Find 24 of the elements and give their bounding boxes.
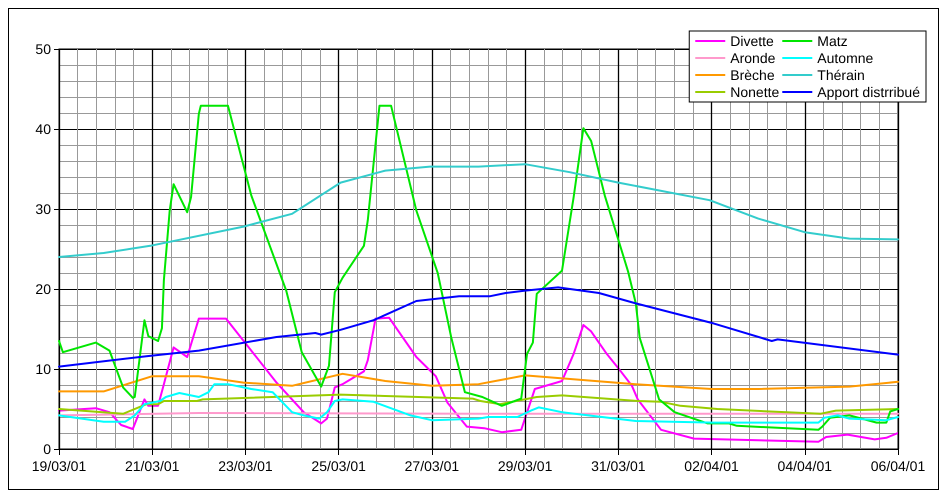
x-tick-label: 19/03/01 <box>32 458 86 474</box>
y-tick-label: 0 <box>43 441 52 457</box>
legend-label: Divette <box>730 33 774 49</box>
x-tick-label: 23/03/01 <box>218 458 273 474</box>
x-tick-label: 06/04/01 <box>870 458 926 474</box>
x-tick-label: 27/03/01 <box>404 458 460 474</box>
x-tick-label: 29/03/01 <box>498 458 553 474</box>
legend-label: Automne <box>817 50 874 66</box>
y-tick-label: 20 <box>35 281 52 297</box>
legend-label: Aronde <box>730 50 776 66</box>
y-tick-label: 40 <box>35 121 52 137</box>
legend-label: Nonette <box>730 84 780 100</box>
x-tick-label: 02/04/01 <box>684 458 740 474</box>
y-tick-label: 50 <box>35 41 52 57</box>
y-tick-label: 10 <box>35 361 52 377</box>
legend-label: Brèche <box>730 67 775 83</box>
x-tick-label: 21/03/01 <box>124 458 180 474</box>
x-tick-label: 04/04/01 <box>778 458 832 474</box>
legend-label: Apport distrribué <box>817 84 920 100</box>
legend-label: Matz <box>817 33 848 49</box>
legend-label: Thérain <box>817 67 865 83</box>
x-tick-label: 25/03/01 <box>311 458 366 474</box>
x-tick-label: 31/03/01 <box>591 458 646 474</box>
y-tick-label: 30 <box>35 201 52 217</box>
